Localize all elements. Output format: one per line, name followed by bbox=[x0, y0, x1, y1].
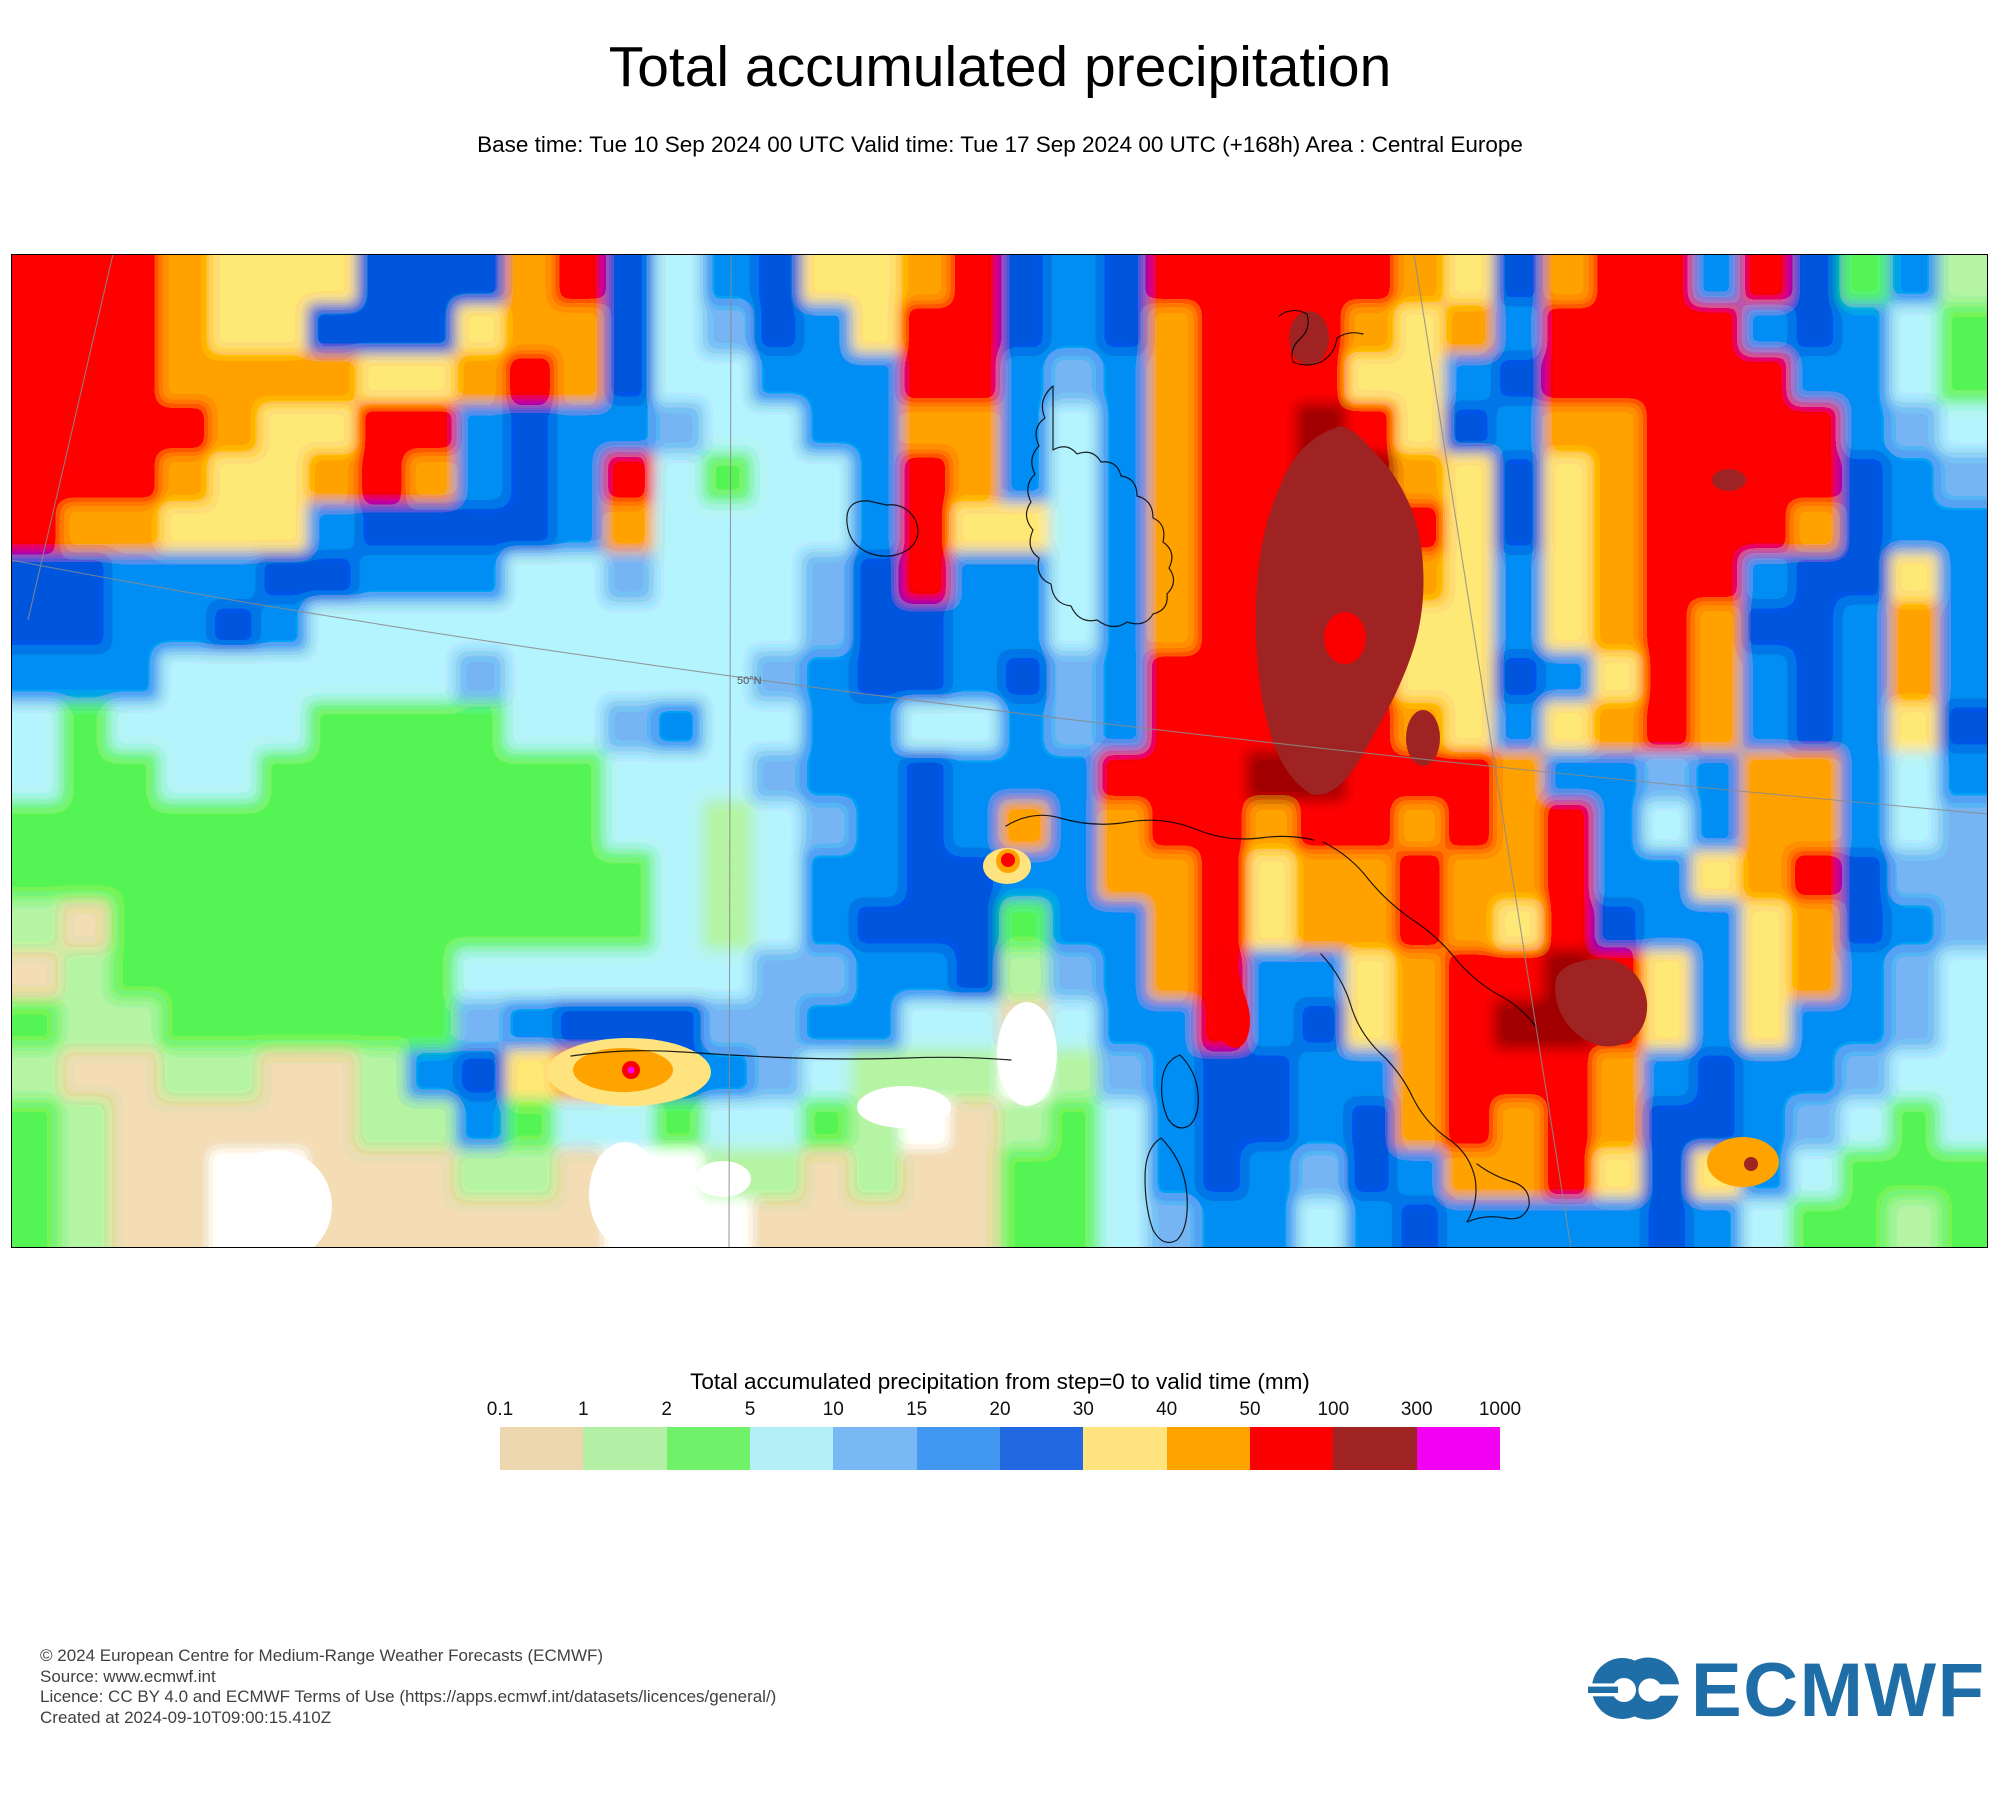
svg-text:50°N: 50°N bbox=[737, 675, 762, 687]
svg-text:ECMWF: ECMWF bbox=[1691, 1650, 1984, 1726]
